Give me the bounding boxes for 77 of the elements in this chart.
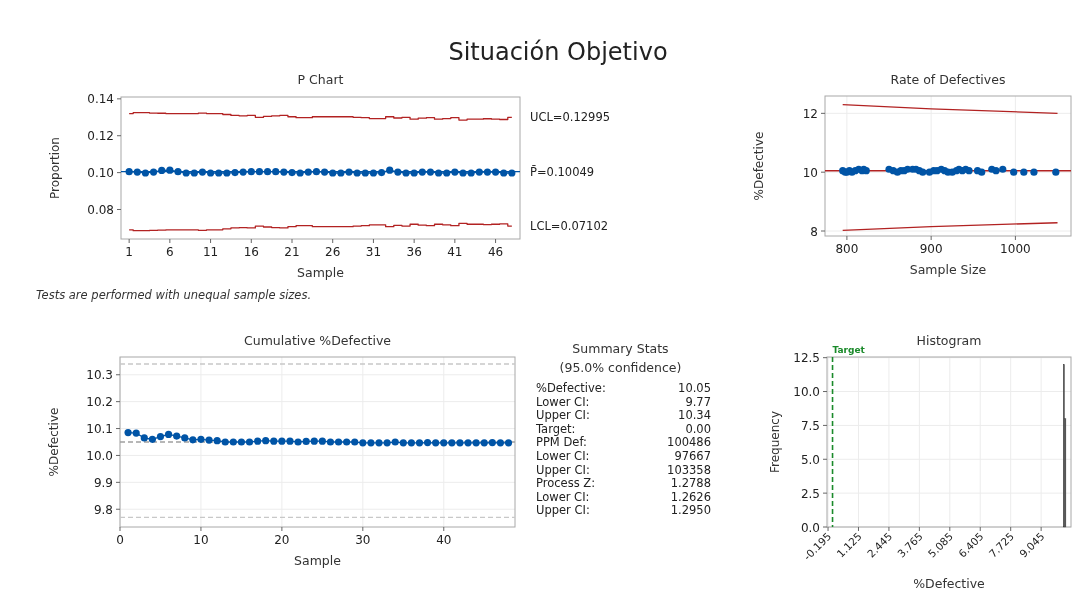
y-tick-label: 9.9 — [93, 475, 113, 490]
x-tick-label: 800 — [835, 242, 859, 256]
series-label: UCL=0.12995 — [530, 110, 611, 125]
y-axis-title: %Defective — [752, 131, 766, 201]
text: Process Z: — [536, 476, 596, 491]
y-tick-label: 2.5 — [800, 486, 820, 501]
chart-title: Situación Objetivo — [448, 38, 668, 66]
text: 100486 — [667, 435, 711, 450]
y-axis-title: %Defective — [47, 407, 61, 477]
y-tick-label: 8 — [810, 224, 818, 239]
text: 103358 — [667, 462, 711, 477]
y-tick-label: 10.0 — [793, 385, 820, 400]
text: Lower CI: — [536, 489, 590, 504]
text: Target: — [535, 421, 576, 436]
text: 97667 — [674, 449, 711, 463]
text: Lower CI: — [536, 449, 590, 463]
x-tick-label: 10 — [193, 533, 209, 547]
series-label: LCL=0.07102 — [530, 219, 609, 234]
text: Upper CI: — [536, 503, 590, 518]
x-tick-label: 11 — [202, 245, 219, 259]
x-tick-label: 1000 — [1000, 242, 1031, 256]
x-tick-label: 40 — [436, 533, 452, 547]
x-axis-title: Sample — [294, 553, 342, 568]
x-tick-label: 36 — [406, 245, 422, 259]
x-tick-label: 46 — [487, 245, 504, 259]
chart-title: Rate of Defectives — [890, 72, 1006, 87]
x-tick-label: 20 — [274, 533, 290, 547]
y-tick-label: 0.08 — [87, 202, 114, 217]
x-axis-title: Sample Size — [909, 262, 987, 277]
y-tick-label: 7.5 — [800, 418, 820, 433]
x-tick-label: 41 — [447, 245, 463, 259]
x-tick-label: 31 — [365, 245, 382, 259]
chart-title: Cumulative %Defective — [244, 333, 392, 348]
x-tick-label: 16 — [243, 245, 259, 259]
text: (95.0% confidence) — [559, 360, 682, 375]
text: Upper CI: — [536, 408, 590, 423]
x-tick-label: 0 — [116, 533, 124, 547]
ref-line-label: P̄=0.10049 — [530, 164, 595, 179]
text: Lower CI: — [536, 394, 590, 409]
y-tick-label: 10.1 — [86, 422, 113, 437]
y-tick-label: 10.0 — [86, 448, 113, 463]
x-axis-title: Sample — [297, 265, 345, 280]
x-tick-label: 21 — [284, 245, 300, 259]
y-tick-label: 0.0 — [800, 520, 820, 535]
x-tick-label: 26 — [325, 245, 341, 259]
y-tick-label: 12.5 — [793, 351, 820, 366]
text: 1.2626 — [670, 489, 711, 504]
x-axis-title: %Defective — [913, 576, 986, 591]
text: 10.05 — [678, 381, 711, 395]
y-tick-label: 10.2 — [86, 395, 113, 410]
y-axis-title: Proportion — [48, 137, 62, 199]
ref-line-label: Target — [832, 345, 866, 355]
text: PPM Def: — [536, 435, 587, 450]
chart-title: Histogram — [916, 333, 982, 348]
y-tick-label: 12 — [802, 106, 818, 121]
y-axis-title: Frequency — [768, 411, 782, 473]
y-tick-label: 0.10 — [87, 166, 114, 181]
chart-subtitle: P Chart — [297, 72, 344, 87]
text: 10.34 — [678, 408, 711, 423]
y-tick-label: 10 — [802, 165, 818, 180]
text: 0.00 — [685, 421, 711, 436]
text: Upper CI: — [536, 462, 590, 477]
x-tick-label: 6 — [166, 245, 174, 259]
text: %Defective: — [536, 381, 606, 395]
y-tick-label: 5.0 — [800, 452, 820, 467]
text: 1.2950 — [670, 503, 711, 518]
x-tick-label: 900 — [919, 242, 943, 256]
y-tick-label: 0.14 — [87, 92, 114, 107]
text: Tests are performed with unequal sample sizes. — [36, 288, 312, 302]
y-tick-label: 0.12 — [87, 129, 114, 144]
y-tick-label: 9.8 — [93, 502, 113, 517]
x-tick-label: 1 — [125, 245, 133, 259]
x-tick-label: 30 — [355, 533, 371, 547]
y-tick-label: 10.3 — [86, 368, 113, 383]
text: 9.77 — [685, 394, 711, 409]
text: Summary Stats — [572, 341, 669, 356]
text: 1.2788 — [670, 476, 711, 491]
